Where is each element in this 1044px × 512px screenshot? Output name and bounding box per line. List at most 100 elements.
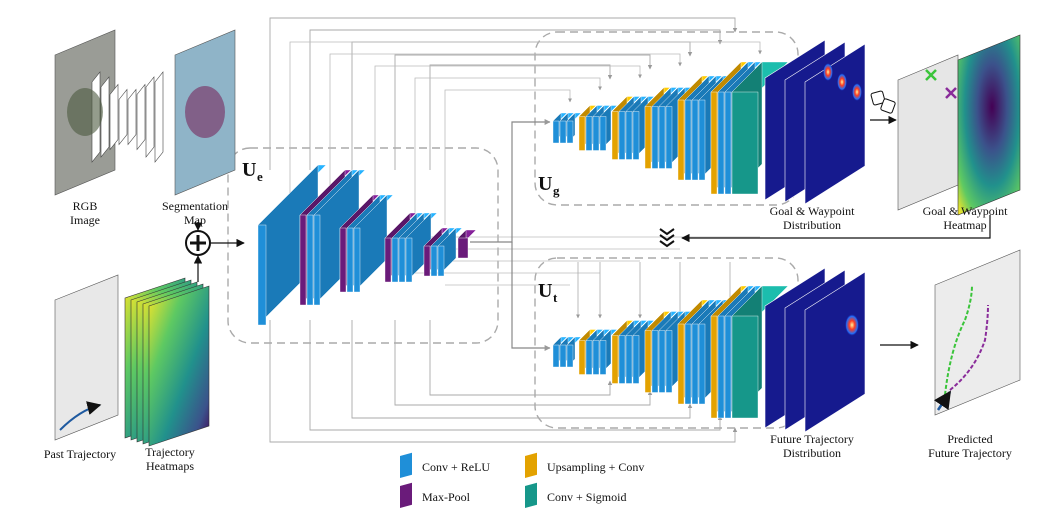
- block-front: [552, 120, 560, 144]
- block-front: [677, 323, 685, 405]
- block-front: [566, 344, 574, 368]
- past-path: [933, 390, 952, 411]
- skip-line: [309, 320, 723, 431]
- label: Distribution: [783, 446, 841, 460]
- skip-line: [394, 54, 653, 170]
- block-front: [423, 245, 431, 277]
- skip-line: [351, 320, 693, 419]
- legend-label: Conv + ReLU: [422, 460, 490, 474]
- block-front: [599, 116, 607, 151]
- block-front: [592, 340, 600, 375]
- label: Predicted: [947, 432, 992, 446]
- module-subscript: t: [553, 290, 558, 305]
- legend-swatch: [525, 452, 537, 478]
- block-front: [691, 99, 699, 181]
- legend-label: Upsampling + Conv: [547, 460, 644, 474]
- block-front: [599, 340, 607, 375]
- unet-block: [136, 83, 146, 151]
- block-front: [384, 237, 392, 283]
- dice: [880, 98, 896, 114]
- block-front: [684, 99, 692, 181]
- scene-blob: [185, 86, 225, 138]
- block-front: [658, 106, 666, 169]
- layer-block: [552, 112, 568, 144]
- plus-sign: [190, 235, 206, 251]
- skip-line: [269, 17, 738, 170]
- label: Segmentation: [162, 199, 228, 213]
- block-front: [724, 91, 732, 195]
- label: Goal & Waypoint: [770, 204, 855, 218]
- block-front: [306, 214, 314, 306]
- block-front: [644, 106, 652, 169]
- unet-block: [127, 88, 137, 146]
- trajectory-heatmap: [148, 285, 210, 447]
- skip-line: [429, 320, 613, 396]
- block-front: [651, 106, 659, 169]
- past-trajectory-image: [54, 274, 119, 441]
- layer-block: [552, 336, 568, 368]
- skip-line: [269, 320, 738, 443]
- label: RGB: [73, 199, 98, 213]
- block-front: [585, 116, 593, 151]
- label: Heatmap: [943, 218, 986, 232]
- block-front: [651, 330, 659, 393]
- arrow: [470, 119, 551, 243]
- legend-label: Conv + Sigmoid: [547, 490, 626, 504]
- block-front: [724, 315, 732, 419]
- block-front: [339, 227, 347, 293]
- unet-block: [118, 88, 128, 146]
- block-front: [625, 111, 633, 160]
- block-front: [457, 237, 469, 259]
- module-symbol: U: [242, 159, 256, 181]
- block-front: [578, 116, 586, 151]
- label: Future Trajectory: [928, 446, 1012, 460]
- label: Heatmaps: [146, 459, 194, 473]
- block-front: [677, 99, 685, 181]
- trajectory-distribution: [804, 271, 866, 433]
- arrows: [193, 115, 991, 351]
- layer-block: [731, 285, 789, 419]
- block-front: [437, 245, 445, 277]
- block-front: [430, 245, 438, 277]
- block-front: [611, 335, 619, 384]
- unet-block: [145, 76, 155, 158]
- block-front: [566, 120, 574, 144]
- block-front: [691, 323, 699, 405]
- shapes: [54, 29, 1021, 447]
- layer-block: [599, 329, 618, 375]
- label: Trajectory: [145, 445, 195, 459]
- unet-block: [109, 83, 119, 151]
- skip-line: [394, 320, 653, 406]
- goal-heatmap: [957, 34, 1021, 216]
- block-front: [698, 99, 706, 181]
- goal-distribution: [804, 43, 866, 205]
- legend-label: Max-Pool: [422, 490, 471, 504]
- layer-block: [257, 164, 327, 326]
- block-front: [717, 91, 725, 195]
- layer-block: [632, 96, 655, 160]
- layer-block: [559, 112, 575, 144]
- block-front: [592, 116, 600, 151]
- layer-block: [566, 112, 582, 144]
- goal-mark: [945, 87, 957, 99]
- block-front: [684, 323, 692, 405]
- module-symbol: U: [538, 173, 552, 195]
- layer-block: [353, 194, 394, 293]
- legend-swatch: [400, 452, 412, 478]
- label: Past Trajectory: [44, 447, 116, 461]
- block-front: [717, 315, 725, 419]
- legend-swatch: [400, 482, 412, 508]
- layer-block: [731, 61, 789, 195]
- block-front: [698, 323, 706, 405]
- block-front: [658, 330, 666, 393]
- module-subscript: e: [257, 169, 263, 184]
- block-front: [632, 335, 640, 384]
- skip-line: [309, 29, 723, 170]
- block-front: [405, 237, 413, 283]
- skip-line: [329, 53, 682, 225]
- heat-blob: [823, 63, 833, 81]
- predicted-image: [934, 249, 1021, 416]
- layer-block: [437, 227, 463, 277]
- block-front: [398, 237, 406, 283]
- scene-blob: [67, 88, 103, 136]
